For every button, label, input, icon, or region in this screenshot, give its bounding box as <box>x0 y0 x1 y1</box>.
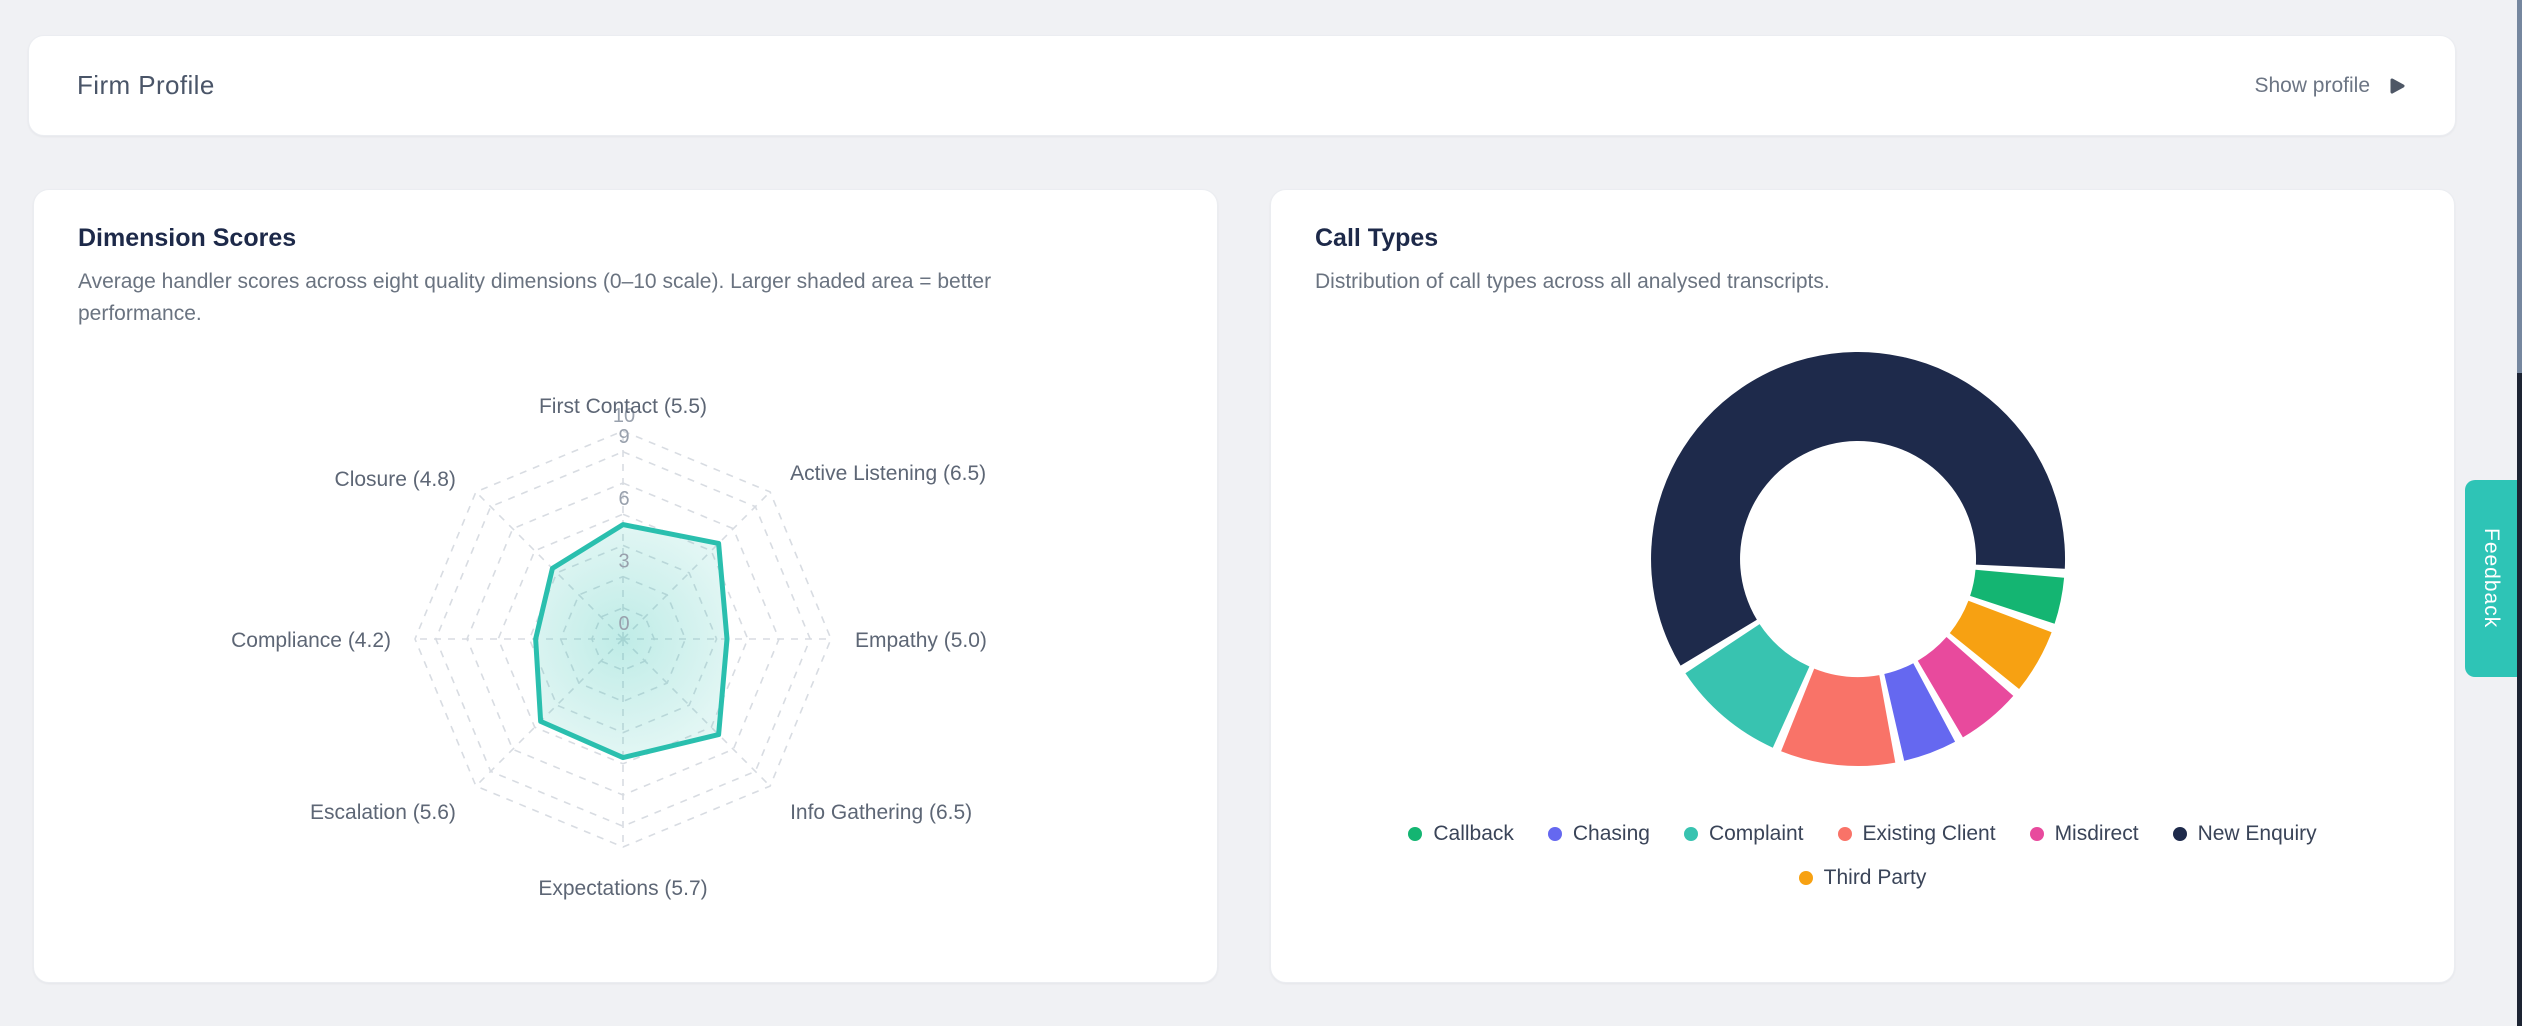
legend-item-complaint[interactable]: Complaint <box>1683 822 1804 846</box>
donut-segment-new-enquiry <box>1651 351 2066 666</box>
page-title: Firm Profile <box>77 70 215 100</box>
radar-tick-label: 9 <box>618 426 629 448</box>
chart-legend: Callback Chasing Complaint Existing Client M… <box>1271 822 2454 890</box>
scrollbar-thumb <box>2517 373 2522 1026</box>
legend-label: New Enquiry <box>2197 822 2317 845</box>
legend-dot <box>2029 827 2044 841</box>
scrollbar-track <box>2517 0 2522 373</box>
radar-axis-label: Active Listening (6.5) <box>790 462 986 485</box>
legend-item-callback[interactable]: Callback <box>1408 822 1514 846</box>
legend-dot <box>1408 827 1423 841</box>
radar-tick-label: 10 <box>613 405 635 427</box>
radar-axis-label: Expectations (5.7) <box>538 877 707 900</box>
legend-dot <box>1837 827 1852 841</box>
legend-row: Third Party <box>1798 866 1927 890</box>
donut-segment-third-party <box>1949 600 2052 689</box>
legend-dot <box>1798 871 1813 885</box>
card-title: Dimension Scores <box>78 224 297 252</box>
legend-dot <box>2172 827 2187 841</box>
radar-grid-ring <box>414 430 832 848</box>
firm-profile-bar: Firm Profile Show profile <box>28 35 2456 136</box>
donut-segment-chasing <box>1884 663 1956 761</box>
legend-label: Misdirect <box>2054 822 2139 845</box>
feedback-tab[interactable]: Feedback <box>2465 480 2517 677</box>
radar-axis-label: Compliance (4.2) <box>231 629 391 652</box>
legend-label: Third Party <box>1823 866 1927 889</box>
donut-segment-callback <box>1970 569 2065 624</box>
donut-segment-misdirect <box>1917 637 2014 738</box>
donut-segment-existing-client <box>1781 668 1896 766</box>
legend-item-new-enquiry[interactable]: New Enquiry <box>2172 822 2317 846</box>
radar-axis-label: Escalation (5.6) <box>310 801 456 824</box>
card-description: Average handler scores across eight qual… <box>78 270 992 325</box>
call-types-card: Call Types Distribution of call types ac… <box>1270 189 2455 983</box>
radar-axis-label: Empathy (5.0) <box>855 629 987 652</box>
legend-item-misdirect[interactable]: Misdirect <box>2029 822 2139 846</box>
radar-axis-label: Closure (4.8) <box>335 468 456 491</box>
radar-tick-label: 0 <box>618 613 629 635</box>
legend-row: Callback Chasing Complaint Existing Client M… <box>1408 822 2317 846</box>
legend-label: Callback <box>1433 822 1514 845</box>
feedback-tab-label: Feedback <box>2480 528 2503 629</box>
legend-item-chasing[interactable]: Chasing <box>1547 822 1650 846</box>
radar-tick-label: 6 <box>618 488 629 510</box>
show-profile-button[interactable]: Show profile <box>2254 74 2407 98</box>
triangle-right-icon <box>2390 78 2405 93</box>
show-profile-label: Show profile <box>2254 73 2370 97</box>
radar-series-polygon <box>533 522 730 761</box>
donut-chart <box>1651 351 2066 766</box>
radar-grid-ring <box>434 450 812 828</box>
legend-label: Chasing <box>1572 822 1650 845</box>
card-description: Distribution of call types across all an… <box>1315 270 1830 293</box>
legend-item-existing-client[interactable]: Existing Client <box>1837 822 1996 846</box>
donut-segment-complaint <box>1685 624 1810 748</box>
legend-item-third-party[interactable]: Third Party <box>1798 866 1927 890</box>
legend-label: Existing Client <box>1862 822 1996 845</box>
legend-dot <box>1683 827 1698 841</box>
legend-label: Complaint <box>1708 822 1804 845</box>
dimension-scores-card: Dimension Scores Average handler scores … <box>33 189 1218 983</box>
legend-dot <box>1547 827 1562 841</box>
scrollbar[interactable] <box>2517 0 2522 1026</box>
radar-axis-label: First Contact (5.5) <box>539 395 707 418</box>
radar-axis-label: Info Gathering (6.5) <box>790 801 972 824</box>
radar-tick-label: 3 <box>618 551 629 573</box>
card-title: Call Types <box>1315 224 1439 252</box>
